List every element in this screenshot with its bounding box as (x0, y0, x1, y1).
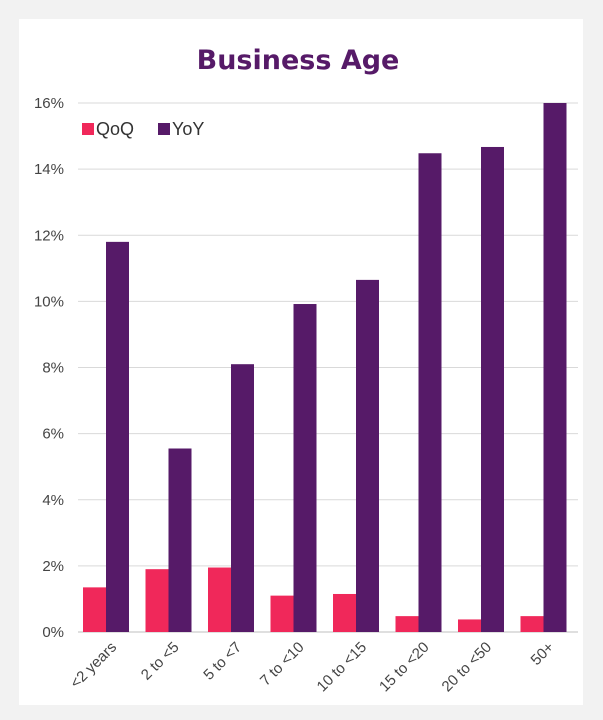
x-axis-ticks: <2 years 2 to <5 5 to <7 7 to <10 10 to <15 1… (67, 639, 558, 696)
y-tick-label: 12% (34, 227, 64, 244)
chart-title: Business Age (197, 45, 400, 76)
bar-yoy (481, 146, 504, 632)
bar-qoq (83, 587, 106, 632)
bar-yoy (543, 103, 567, 632)
bar-qoq (145, 569, 169, 632)
bar-yoy (356, 279, 379, 632)
x-tick-label: 50+ (528, 639, 558, 669)
y-tick-label: 0% (42, 624, 64, 641)
x-tick-label: 10 to <15 (314, 639, 371, 696)
x-tick-label: <2 years (67, 639, 120, 692)
bar-yoy (168, 448, 192, 632)
y-tick-label: 14% (34, 161, 64, 178)
bar-qoq (458, 619, 481, 632)
bar-yoy (231, 364, 254, 632)
bar-yoy (418, 153, 442, 632)
y-tick-label: 4% (42, 492, 64, 509)
x-tick-label: 7 to <10 (257, 639, 308, 690)
bar-qoq (395, 616, 419, 632)
x-tick-label: 20 to <50 (439, 639, 496, 696)
y-tick-label: 6% (42, 426, 64, 443)
legend: QoQ YoY (82, 119, 204, 139)
legend-swatch-yoy (158, 123, 170, 135)
bar-qoq (208, 567, 231, 632)
legend-label-qoq: QoQ (96, 119, 134, 139)
legend-swatch-qoq (82, 123, 94, 135)
legend-label-yoy: YoY (172, 119, 204, 139)
y-tick-label: 16% (34, 95, 64, 112)
y-axis-ticks: 0% 2% 4% 6% 8% 10% 12% 14% 16% (34, 95, 64, 641)
y-tick-label: 8% (42, 360, 64, 377)
bar-qoq (270, 595, 294, 632)
bar-yoy (293, 304, 317, 632)
bars (83, 103, 567, 633)
y-tick-label: 2% (42, 558, 64, 575)
bar-qoq (333, 593, 356, 632)
x-tick-label: 5 to <7 (200, 639, 245, 684)
x-tick-label: 15 to <20 (376, 639, 433, 696)
y-tick-label: 10% (34, 293, 64, 310)
bar-qoq (520, 616, 544, 632)
x-tick-label: 2 to <5 (138, 639, 183, 684)
bar-yoy (106, 241, 129, 633)
